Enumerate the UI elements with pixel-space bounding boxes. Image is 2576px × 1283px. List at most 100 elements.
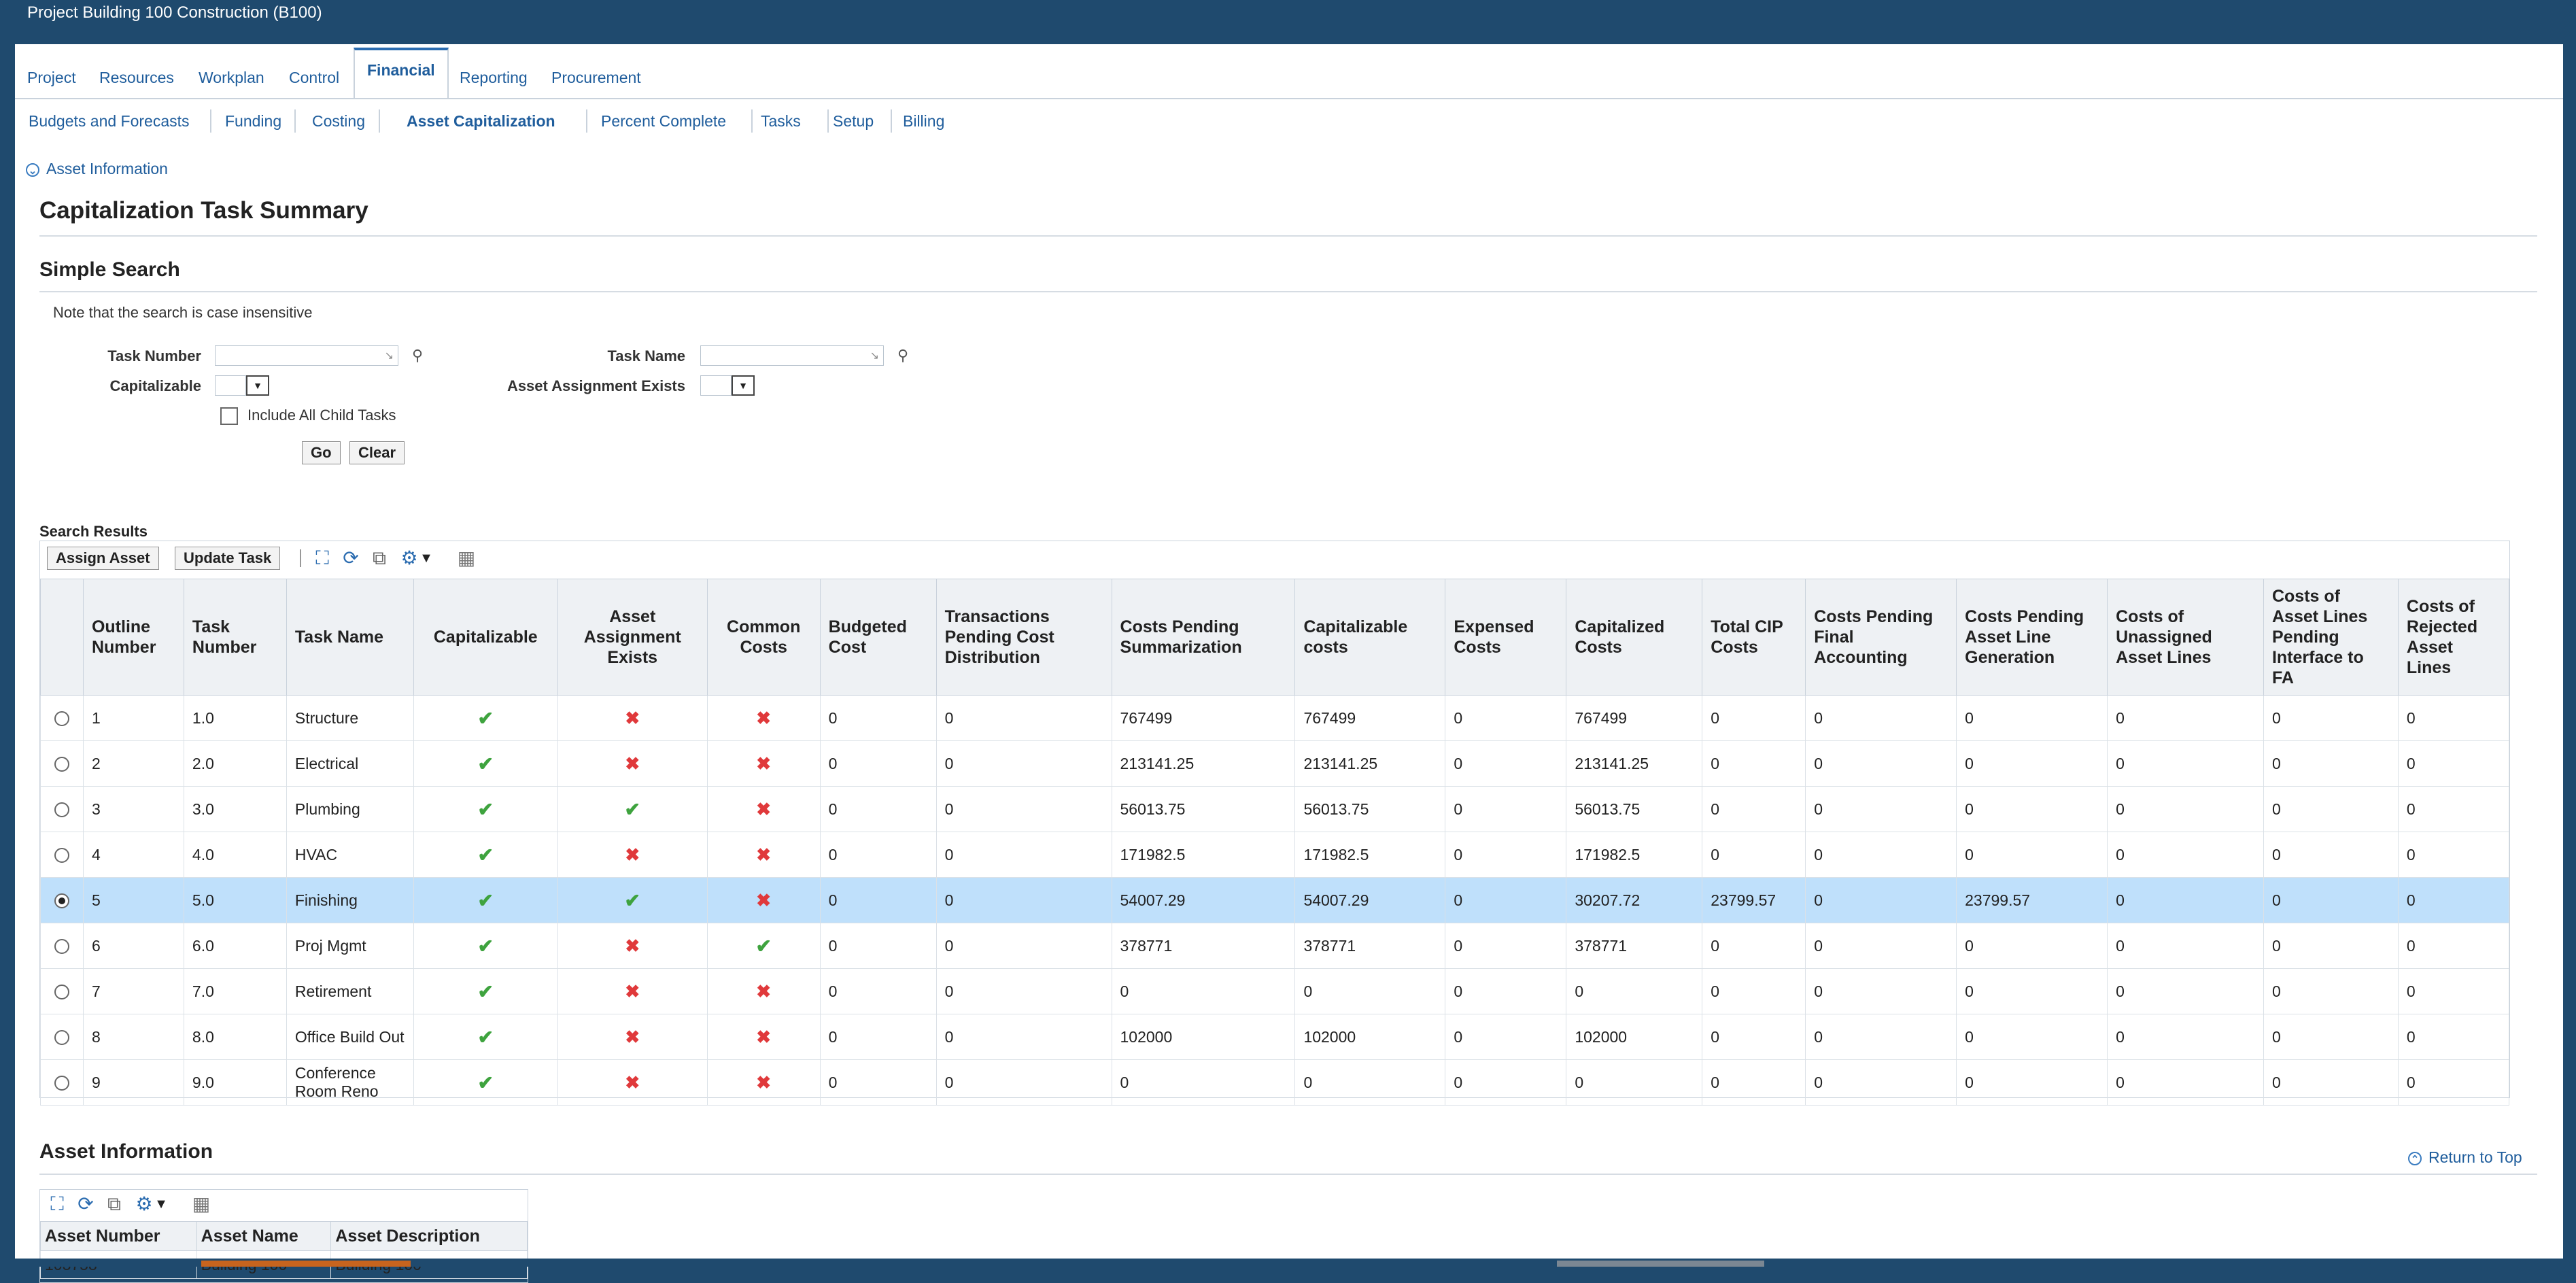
clear-button[interactable]: Clear: [349, 441, 405, 464]
column-header[interactable]: Outline Number: [82, 579, 184, 696]
cell-task-name: Electrical: [286, 740, 414, 787]
cell-pending-line-gen: 0: [1956, 968, 2108, 1014]
gear-icon[interactable]: ⚙: [135, 1193, 153, 1214]
cell-capitalized: 56013.75: [1566, 786, 1703, 832]
subtab-setup[interactable]: Setup: [833, 112, 874, 130]
tab-control[interactable]: Control: [289, 69, 340, 86]
column-header[interactable]: Budgeted Cost: [819, 579, 937, 696]
column-header[interactable]: Asset Assignment Exists: [557, 579, 708, 696]
column-header[interactable]: Common Costs: [706, 579, 821, 696]
freeze-icon[interactable]: ⧉: [373, 547, 386, 568]
table-row[interactable]: 7 7.0 Retirement ✔ ✖ ✖ 0 0 0 0 0 0 0 0 0 0 0 0: [40, 968, 2510, 1014]
task-name-input[interactable]: ↘: [700, 345, 884, 366]
column-header[interactable]: Transactions Pending Cost Distribution: [935, 579, 1112, 696]
column-header[interactable]: Task Number: [183, 579, 287, 696]
table-row[interactable]: 9 9.0 Conference Room Reno ✔ ✖ ✖ 0 0 0 0 0 0 0 0 0 0 0 0: [40, 1059, 2510, 1106]
tab-workplan[interactable]: Workplan: [199, 69, 264, 86]
table-row[interactable]: 1 1.0 Structure ✔ ✖ ✖ 0 0 767499 767499 0 767499 0 0 0…: [40, 695, 2510, 741]
row-radio[interactable]: [54, 711, 69, 727]
assign-asset-button[interactable]: Assign Asset: [47, 547, 159, 570]
cell-pending-summ: 378771: [1111, 923, 1296, 969]
column-header[interactable]: Expensed Costs: [1445, 579, 1567, 696]
refresh-icon[interactable]: ⟳: [343, 547, 359, 568]
results-table: Outline Number Task Number Task Name Cap…: [40, 579, 2510, 1106]
column-header[interactable]: Costs Pending Summarization: [1111, 579, 1296, 696]
tab-procurement[interactable]: Procurement: [551, 69, 641, 86]
row-radio[interactable]: [54, 848, 69, 863]
row-radio[interactable]: [54, 939, 69, 955]
cell-asset-assignment: ✖: [557, 923, 708, 969]
refresh-icon[interactable]: ⟳: [78, 1193, 94, 1214]
row-radio[interactable]: [54, 1076, 69, 1091]
row-radio[interactable]: [54, 985, 69, 1000]
subtab-costing[interactable]: Costing: [312, 112, 365, 130]
check-icon: ✔: [624, 889, 640, 911]
row-radio[interactable]: [54, 1030, 69, 1046]
subtab-percent-complete[interactable]: Percent Complete: [601, 112, 727, 130]
row-radio[interactable]: [54, 802, 69, 818]
table-row[interactable]: 3 3.0 Plumbing ✔ ✔ ✖ 0 0 56013.75 56013.75 0 56013.…: [40, 786, 2510, 832]
column-header[interactable]: Costs of Unassigned Asset Lines: [2107, 579, 2264, 696]
subtab-funding[interactable]: Funding: [225, 112, 282, 130]
column-header[interactable]: Costs of Rejected Asset Lines: [2397, 579, 2510, 696]
freeze-icon[interactable]: ⧉: [107, 1193, 121, 1214]
asset-assignment-select[interactable]: ▼: [700, 375, 755, 396]
subtab-asset-capitalization[interactable]: Asset Capitalization: [407, 112, 555, 130]
cell-budgeted: 0: [819, 695, 937, 741]
detach-icon[interactable]: ⛶: [315, 547, 329, 568]
cell-pending-summ: 0: [1111, 1059, 1296, 1106]
tab-project[interactable]: Project: [27, 69, 76, 86]
column-header[interactable]: Capitalized Costs: [1566, 579, 1703, 696]
resize-icon: ↘: [870, 350, 879, 362]
column-header[interactable]: Costs of Asset Lines Pending Interface t…: [2263, 579, 2399, 696]
table-row[interactable]: 8 8.0 Office Build Out ✔ ✖ ✖ 0 0 102000 102000 0 10…: [40, 1014, 2510, 1060]
chevron-down-icon[interactable]: ▼: [154, 1197, 168, 1212]
table-row[interactable]: 4 4.0 HVAC ✔ ✖ ✖ 0 0 171982.5 171982.5 0 171982.5 0 0…: [40, 832, 2510, 878]
table-row[interactable]: 2 2.0 Electrical ✔ ✖ ✖ 0 0 213141.25 213141.25 0 21…: [40, 740, 2510, 787]
row-select-cell: [40, 968, 84, 1014]
asset-information-disclosure[interactable]: ⌄ Asset Information: [26, 160, 168, 178]
column-header[interactable]: Capitalizable: [413, 579, 558, 696]
cell-outline: 8: [82, 1014, 184, 1060]
go-button[interactable]: Go: [302, 441, 341, 464]
task-number-input[interactable]: ↘: [215, 345, 398, 366]
row-radio[interactable]: [54, 757, 69, 772]
detach-icon[interactable]: ⛶: [50, 1193, 64, 1214]
columns-icon[interactable]: ▦: [457, 547, 476, 568]
cell-capitalized: 0: [1566, 968, 1703, 1014]
column-header[interactable]: Total CIP Costs: [1702, 579, 1806, 696]
column-header[interactable]: Task Name: [286, 579, 414, 696]
column-header[interactable]: Costs Pending Asset Line Generation: [1956, 579, 2108, 696]
cell-task-name: Office Build Out: [286, 1014, 414, 1060]
table-row[interactable]: 6 6.0 Proj Mgmt ✔ ✖ ✔ 0 0 378771 378771 0 378771 0 0 0…: [40, 923, 2510, 969]
tab-resources[interactable]: Resources: [99, 69, 174, 86]
columns-icon[interactable]: ▦: [192, 1193, 211, 1214]
row-radio[interactable]: [54, 893, 69, 909]
cell-asset-assignment: ✖: [557, 1059, 708, 1106]
return-to-top-link[interactable]: ⌃ Return to Top: [2408, 1148, 2522, 1167]
search-results-region: Assign Asset Update Task ⛶ ⟳ ⧉ ⚙ ▼ ▦ Out…: [39, 541, 2510, 1106]
column-header[interactable]: Asset Name: [196, 1221, 332, 1251]
column-header[interactable]: Costs Pending Final Accounting: [1805, 579, 1957, 696]
update-task-button[interactable]: Update Task: [175, 547, 281, 570]
cell-budgeted: 0: [819, 786, 937, 832]
column-header[interactable]: Asset Description: [330, 1221, 528, 1251]
task-name-search-icon[interactable]: ⚲: [897, 347, 909, 364]
main-panel: Project Resources Workplan Control Finan…: [15, 44, 2563, 1283]
include-child-tasks-checkbox[interactable]: [220, 407, 238, 425]
cell-pending-line-gen: 0: [1956, 740, 2108, 787]
table-row[interactable]: 5 5.0 Finishing ✔ ✔ ✖ 0 0 54007.29 54007.29 0 30207…: [40, 877, 2510, 923]
task-number-search-icon[interactable]: ⚲: [412, 347, 424, 364]
column-header[interactable]: Asset Number: [40, 1221, 197, 1251]
subtab-tasks[interactable]: Tasks: [761, 112, 801, 130]
chevron-down-icon[interactable]: ▼: [419, 551, 433, 566]
capitalizable-select[interactable]: ▼: [215, 375, 269, 396]
cell-expensed: 0: [1445, 968, 1567, 1014]
subtab-billing[interactable]: Billing: [903, 112, 945, 130]
subtab-budgets[interactable]: Budgets and Forecasts: [29, 112, 190, 130]
cell-unassigned: 0: [2107, 786, 2264, 832]
gear-icon[interactable]: ⚙: [400, 547, 418, 568]
tab-financial[interactable]: Financial: [354, 48, 449, 98]
column-header[interactable]: Capitalizable costs: [1294, 579, 1446, 696]
tab-reporting[interactable]: Reporting: [460, 69, 528, 86]
